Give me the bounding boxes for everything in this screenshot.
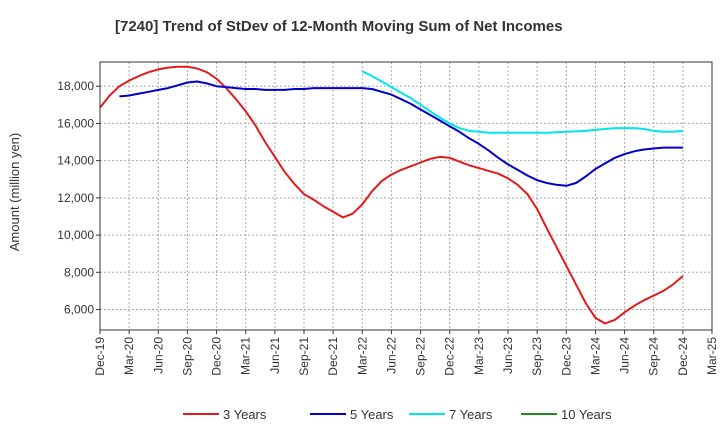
x-tick-label: Jun-21 (268, 337, 282, 374)
y-tick-label: 12,000 (57, 191, 94, 205)
x-tick-label: Mar-20 (122, 337, 136, 375)
y-tick-label: 16,000 (57, 116, 94, 130)
plot-border (99, 61, 713, 331)
x-tick-label: Sep-22 (414, 337, 428, 376)
plot-area (99, 61, 713, 331)
legend-label: 7 Years (449, 407, 493, 422)
x-tick-label: Sep-23 (530, 337, 544, 376)
x-tick-label: Dec-19 (93, 337, 107, 376)
y-gridlines (100, 85, 712, 311)
x-tick-label: Mar-23 (472, 337, 486, 375)
plot-background (100, 62, 712, 330)
x-tick-label: Jun-20 (151, 337, 165, 374)
x-tick-label: Dec-20 (210, 337, 224, 376)
x-gridlines (128, 62, 684, 330)
y-axis-label: Amount (million yen) (7, 133, 22, 252)
x-axis-ticks: Dec-19 Mar-20 Jun-20 Sep-20 Dec-20 Mar-21 Jun-… (93, 330, 719, 376)
series-line-5-years (119, 80, 683, 187)
legend-label: 3 Years (223, 407, 267, 422)
y-tick-label: 10,000 (57, 228, 94, 242)
x-tick-label: Mar-25 (705, 337, 719, 375)
x-tick-label: Dec-21 (326, 337, 340, 376)
x-tick-label: Sep-21 (297, 337, 311, 376)
x-tick-label: Dec-22 (443, 337, 457, 376)
x-tick-label: Mar-22 (355, 337, 369, 375)
x-tick-label: Jun-23 (501, 337, 515, 374)
chart-title: [7240] Trend of StDev of 12-Month Moving… (115, 18, 563, 35)
legend-label: 5 Years (350, 407, 394, 422)
legend: 3 Years 5 Years 7 Years 10 Years (183, 407, 612, 422)
y-tick-label: 8,000 (64, 265, 94, 279)
x-tick-label: Dec-23 (559, 337, 573, 376)
y-tick-label: 18,000 (57, 79, 94, 93)
x-tick-label: Jun-22 (384, 337, 398, 374)
x-tick-label: Mar-21 (239, 337, 253, 375)
x-tick-label: Dec-24 (676, 337, 690, 376)
series-line-7-years (361, 70, 683, 134)
x-tick-label: Sep-20 (180, 337, 194, 376)
x-tick-label: Jun-24 (618, 337, 632, 374)
legend-label: 10 Years (561, 407, 612, 422)
y-axis-ticks: 6,000 8,000 10,000 12,000 14,000 16,000 18,000 (57, 79, 100, 317)
series-layer (99, 65, 684, 325)
y-tick-label: 6,000 (64, 303, 94, 317)
series-line-3-years (99, 65, 684, 325)
y-tick-label: 14,000 (57, 154, 94, 168)
x-tick-label: Mar-24 (588, 337, 602, 375)
x-tick-label: Sep-24 (647, 337, 661, 376)
